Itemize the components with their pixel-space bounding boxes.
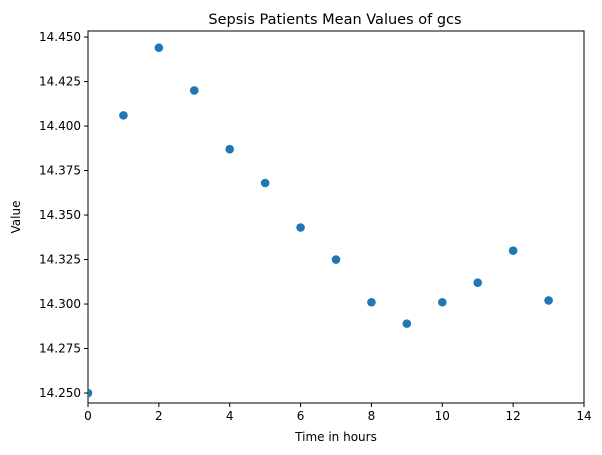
y-tick-label: 14.325: [39, 253, 81, 267]
data-point: [437, 297, 447, 307]
x-tick-label: 14: [576, 409, 591, 423]
x-tick-label: 4: [226, 409, 234, 423]
x-tick-label: 12: [506, 409, 521, 423]
x-tick-label: 8: [368, 409, 376, 423]
y-tick-label: 14.400: [39, 119, 81, 133]
y-tick-label: 14.450: [39, 30, 81, 44]
data-point: [473, 278, 483, 287]
data-point: [508, 246, 518, 255]
y-axis-label: Value: [9, 201, 23, 234]
y-tick-label: 14.275: [39, 342, 81, 356]
data-point: [225, 144, 235, 154]
data-point: [260, 178, 270, 188]
data-point: [367, 297, 376, 307]
y-tick-label: 14.300: [39, 297, 81, 311]
y-axis: 14.250 14.275 14.300 14.325 14.350 14.375 14.4…: [39, 30, 88, 400]
x-tick-label: 2: [155, 409, 163, 423]
chart-title: Sepsis Patients Mean Values of gcs: [208, 12, 461, 28]
plot-area: 0 2 4 6 8 10 12 14 14.250 14.275 14.300 14.325 14.3…: [39, 30, 592, 423]
data-point: [119, 111, 128, 120]
data-point: [331, 255, 341, 264]
y-tick-label: 14.350: [39, 208, 81, 222]
data-point: [154, 43, 164, 53]
y-tick-label: 14.250: [39, 386, 81, 400]
data-point: [88, 388, 93, 398]
x-tick-label: 10: [435, 409, 450, 423]
y-tick-label: 14.425: [39, 75, 81, 89]
data-point: [402, 319, 412, 328]
axes-frame: [87, 30, 585, 404]
data-point: [296, 223, 305, 232]
x-axis: 0 2 4 6 8 10 12 14: [84, 403, 592, 423]
data-point: [189, 86, 199, 95]
y-tick-label: 14.375: [39, 164, 81, 178]
scatter-series: [88, 43, 553, 398]
x-tick-label: 6: [297, 409, 305, 423]
data-point: [544, 296, 553, 305]
x-axis-label: Time in hours: [294, 430, 377, 444]
x-tick-label: 0: [84, 409, 92, 423]
